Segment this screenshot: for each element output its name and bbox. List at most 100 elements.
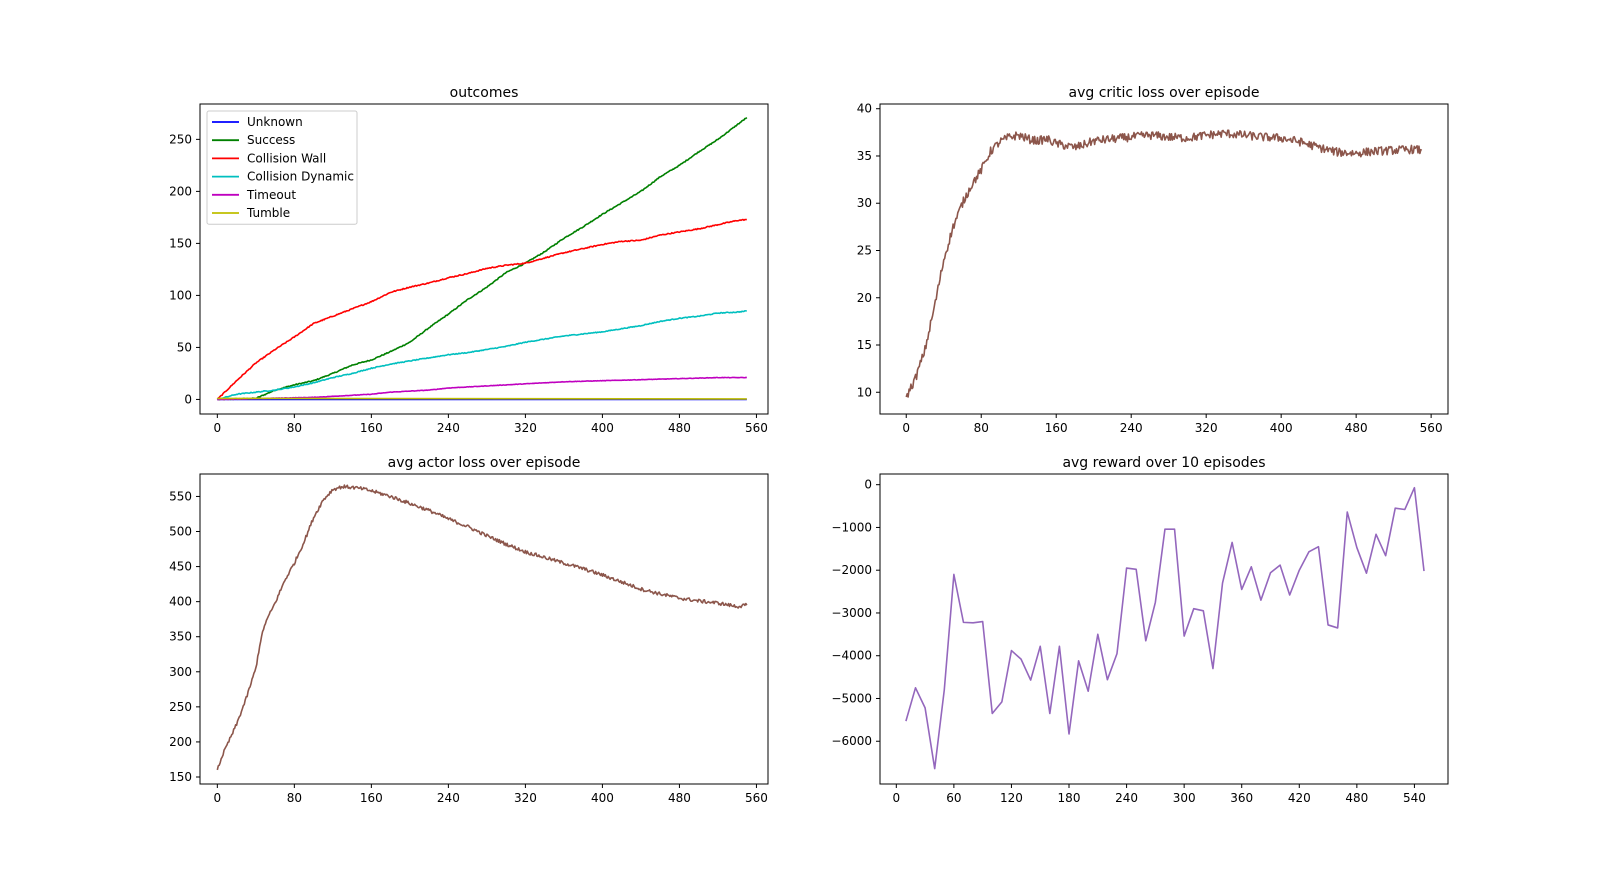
- legend-label: Tumble: [246, 206, 290, 220]
- y-tick-label: 550: [169, 489, 192, 503]
- x-tick-label: 160: [1045, 421, 1068, 435]
- y-tick-label: 35: [857, 149, 872, 163]
- series-line-2: [216, 218, 747, 400]
- y-tick-label: 200: [169, 184, 192, 198]
- legend-label: Collision Wall: [247, 151, 326, 165]
- y-tick-label: 200: [169, 735, 192, 749]
- x-tick-label: 320: [514, 421, 537, 435]
- y-tick-label: 500: [169, 525, 192, 539]
- panel-actor-loss: avg actor loss over episode 0 80 160 240 320…: [169, 455, 769, 805]
- legend-box: [206, 110, 358, 225]
- legend-label: Collision Dynamic: [247, 170, 354, 184]
- x-tick-label: 480: [1345, 791, 1368, 805]
- panel-title: avg actor loss over episode: [388, 455, 581, 471]
- panel-title: avg reward over 10 episodes: [1062, 455, 1265, 471]
- x-tick-label: 480: [668, 791, 691, 805]
- x-tick-label: 480: [668, 421, 691, 435]
- x-tick-label: 360: [1230, 791, 1253, 805]
- legend-label: Success: [247, 133, 295, 147]
- y-tick-label: −5000: [831, 691, 872, 705]
- y-tick-label: 150: [169, 770, 192, 784]
- series-line-5: [217, 397, 747, 400]
- x-tick-label: 240: [437, 791, 460, 805]
- series-line-0: [905, 129, 1423, 398]
- panel-critic-loss: avg critic loss over episode 0 80 160 240 32…: [857, 85, 1449, 435]
- x-tick-label: 120: [1000, 791, 1023, 805]
- x-tick-label: 320: [514, 791, 537, 805]
- x-tick-label: 400: [591, 421, 614, 435]
- axes-frame: [879, 473, 1449, 785]
- y-tick-label: 40: [857, 102, 872, 116]
- panel-title: avg critic loss over episode: [1069, 85, 1260, 101]
- series-line-0: [905, 486, 1425, 770]
- panel-outcomes: outcomes 0 80 160 240 320 400 480 560 0 50 100 150 2…: [169, 85, 769, 435]
- x-tick-label: 0: [214, 421, 222, 435]
- legend-label: Timeout: [246, 188, 296, 202]
- x-tick-label: 560: [1420, 421, 1443, 435]
- legend-label: Unknown: [247, 115, 303, 129]
- y-tick-label: 450: [169, 560, 192, 574]
- x-tick-label: 400: [1270, 421, 1293, 435]
- plot-area: [905, 129, 1423, 398]
- x-tick-label: 0: [892, 791, 900, 805]
- x-tick-label: 560: [745, 791, 768, 805]
- axis-ticks: 0 80 160 240 320 400 480 560 150 200 250 300 350 400 4…: [169, 489, 768, 805]
- x-tick-label: 420: [1288, 791, 1311, 805]
- axes-frame: [199, 103, 769, 415]
- series-line-0: [216, 484, 748, 771]
- x-tick-label: 240: [437, 421, 460, 435]
- series-line-3: [216, 310, 747, 401]
- x-tick-label: 80: [287, 421, 302, 435]
- x-tick-label: 0: [902, 421, 910, 435]
- x-tick-label: 240: [1120, 421, 1143, 435]
- axis-ticks: 0 80 160 240 320 400 480 560 0 50 100 150 200 250: [169, 132, 768, 435]
- panel-title: outcomes: [450, 85, 519, 101]
- x-tick-label: 160: [360, 421, 383, 435]
- axis-ticks: 0 80 160 240 320 400 480 560 10 15 20 25 30 35 40: [857, 102, 1443, 435]
- y-tick-label: 250: [169, 132, 192, 146]
- y-tick-label: 400: [169, 595, 192, 609]
- x-tick-label: 0: [214, 791, 222, 805]
- plot-area: [905, 486, 1425, 770]
- x-tick-label: 240: [1115, 791, 1138, 805]
- y-tick-label: 250: [169, 700, 192, 714]
- legend: Unknown Success Collision Wall Collision Dy…: [206, 110, 358, 225]
- y-tick-label: −2000: [831, 563, 872, 577]
- y-tick-label: −6000: [831, 734, 872, 748]
- x-tick-label: 160: [360, 791, 383, 805]
- y-tick-label: 300: [169, 665, 192, 679]
- y-tick-label: 350: [169, 630, 192, 644]
- y-tick-label: 150: [169, 236, 192, 250]
- x-tick-label: 560: [745, 421, 768, 435]
- y-tick-label: 100: [169, 288, 192, 302]
- series-line-1: [217, 116, 748, 401]
- x-tick-label: 80: [287, 791, 302, 805]
- y-tick-label: 25: [857, 243, 872, 257]
- series-line-4: [217, 376, 747, 401]
- axes-frame: [879, 103, 1449, 415]
- plot-area: [216, 116, 748, 401]
- x-tick-label: 300: [1173, 791, 1196, 805]
- axes-frame: [199, 473, 769, 785]
- y-tick-label: 0: [864, 478, 872, 492]
- x-tick-label: 480: [1345, 421, 1368, 435]
- y-tick-label: −1000: [831, 520, 872, 534]
- x-tick-label: 320: [1195, 421, 1218, 435]
- y-tick-label: −4000: [831, 649, 872, 663]
- x-tick-label: 80: [974, 421, 989, 435]
- y-tick-label: 10: [857, 385, 872, 399]
- x-tick-label: 400: [591, 791, 614, 805]
- y-tick-label: 15: [857, 338, 872, 352]
- y-tick-label: 0: [184, 392, 192, 406]
- x-tick-label: 60: [946, 791, 961, 805]
- y-tick-label: 20: [857, 291, 872, 305]
- y-tick-label: 30: [857, 196, 872, 210]
- axis-ticks: 0 60 120 180 240 300 360 420 480 540 0 −1000 −2000 −3…: [831, 478, 1425, 805]
- panel-avg-reward: avg reward over 10 episodes 0 60 120 180 240…: [831, 455, 1449, 805]
- x-tick-label: 540: [1403, 791, 1426, 805]
- x-tick-label: 180: [1058, 791, 1081, 805]
- y-tick-label: 50: [177, 340, 192, 354]
- y-tick-label: −3000: [831, 606, 872, 620]
- plot-area: [216, 484, 748, 771]
